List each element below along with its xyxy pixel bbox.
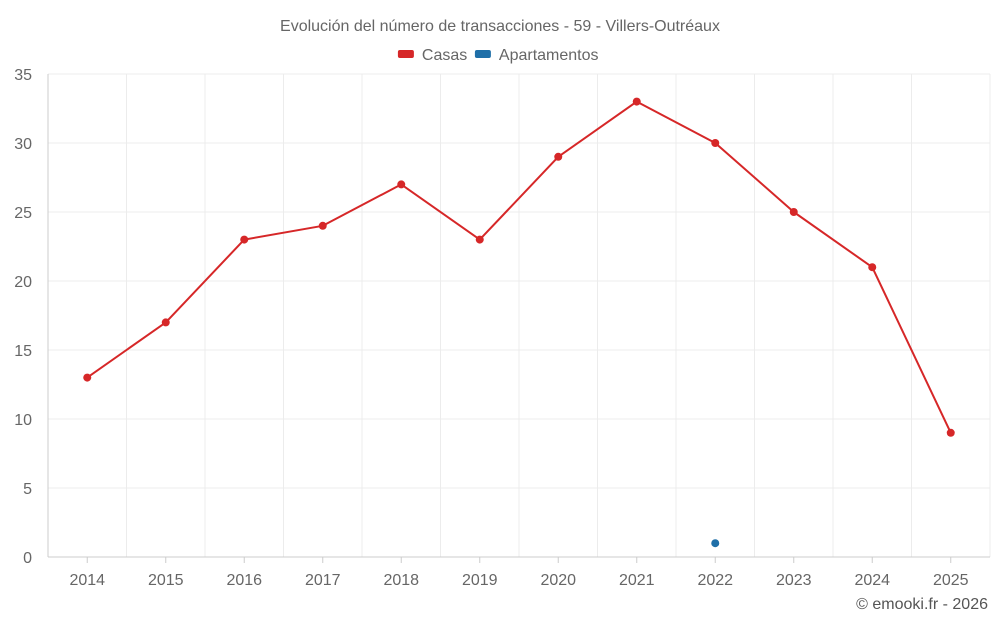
x-tick-label: 2025 <box>933 572 969 589</box>
x-tick-label: 2023 <box>776 572 812 589</box>
y-tick-label: 5 <box>23 481 32 498</box>
chart-title: Evolución del número de transacciones - … <box>280 18 720 35</box>
series-line-casas <box>86 100 952 434</box>
x-tick-label: 2020 <box>540 572 576 589</box>
grid <box>48 73 991 557</box>
data-point-casas <box>475 235 484 244</box>
y-tick-label: 15 <box>14 343 32 360</box>
x-tick-label: 2022 <box>697 572 733 589</box>
x-tick-label: 2014 <box>69 572 105 589</box>
y-tick-label: 0 <box>23 550 32 567</box>
legend-swatch <box>474 50 491 58</box>
y-tick-label: 35 <box>14 67 32 84</box>
x-tick-label: 2019 <box>462 572 498 589</box>
x-tick-label: 2018 <box>383 572 419 589</box>
data-point-casas <box>240 235 249 244</box>
x-tick-label: 2017 <box>305 572 341 589</box>
x-tick-label: 2015 <box>148 572 184 589</box>
data-point-apartamentos <box>711 539 720 548</box>
data-point-casas <box>711 139 720 147</box>
y-tick-label: 10 <box>14 412 32 429</box>
legend-swatch <box>397 50 414 58</box>
data-point-casas <box>632 97 641 106</box>
data-point-casas <box>83 373 92 382</box>
data-point-casas <box>946 428 955 437</box>
legend: Casas Apartamentos <box>397 47 599 64</box>
data-point-casas <box>868 263 877 272</box>
y-tick-label: 25 <box>14 205 32 222</box>
legend-label: Casas <box>422 47 467 64</box>
x-tick-label: 2024 <box>854 572 890 589</box>
data-point-casas <box>554 152 563 161</box>
legend-label: Apartamentos <box>499 47 599 64</box>
data-point-casas <box>397 180 406 189</box>
x-tick-label: 2016 <box>226 572 262 589</box>
x-tick-label: 2021 <box>619 572 655 589</box>
data-point-casas <box>789 208 798 216</box>
data-point-casas <box>161 318 170 327</box>
data-point-casas <box>318 221 327 230</box>
y-tick-label: 30 <box>14 136 32 153</box>
credit-text: © emooki.fr - 2026 <box>856 596 988 613</box>
y-tick-label: 20 <box>14 274 32 291</box>
series <box>83 97 955 548</box>
